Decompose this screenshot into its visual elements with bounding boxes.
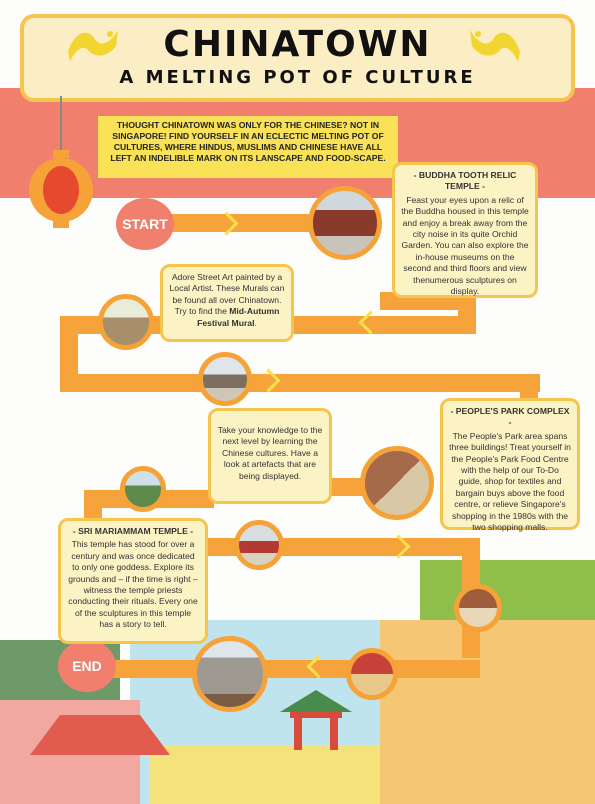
peoples-park-title: - PEOPLE'S PARK COMPLEX -: [450, 406, 570, 428]
peoples-park-complex-photo: [360, 446, 434, 520]
lantern-string: [60, 96, 62, 156]
pagoda-photo: [120, 466, 166, 512]
sri-mariamman-temple-photo: [192, 636, 268, 712]
background-building-right: [380, 620, 595, 804]
background-pagoda-roof: [30, 715, 170, 755]
page-title: CHINATOWN: [163, 24, 432, 65]
background-wall: [150, 745, 380, 804]
mural-body-end: .: [254, 317, 257, 328]
heritage-card: Take your knowledge to the next level by…: [208, 408, 332, 504]
heritage-centre-photo: [198, 352, 252, 406]
peoples-park-body: The People's Park area spans three build…: [449, 430, 571, 533]
start-badge: START: [116, 198, 174, 250]
mural-photo: [98, 294, 154, 350]
buddha-tooth-card: - BUDDHA TOOTH RELIC TEMPLE - Feast your…: [392, 162, 538, 298]
lantern-icon: [29, 150, 93, 228]
shophouse-photo: [454, 584, 502, 632]
buddha-tooth-temple-photo: [308, 186, 382, 260]
market-photo: [346, 648, 398, 700]
path-segment: [60, 374, 540, 392]
background-gate: [280, 690, 352, 750]
mural-body: Adore Street Art painted by a Local Arti…: [169, 272, 285, 317]
dragon-icon: [470, 30, 520, 62]
path-segment: [110, 660, 480, 678]
buddha-tooth-body: Feast your eyes upon a relic of the Budd…: [401, 194, 529, 297]
path-segment: [150, 214, 325, 232]
mural-highlight: Mid-Autumn Festival Mural: [197, 306, 280, 328]
mural-card: Adore Street Art painted by a Local Arti…: [160, 264, 294, 342]
page-subtitle: A MELTING POT OF CULTURE: [119, 67, 476, 88]
heritage-body: Take your knowledge to the next level by…: [217, 425, 323, 481]
mariamman-body: This temple has stood for over a century…: [68, 539, 198, 630]
peoples-park-card: - PEOPLE'S PARK COMPLEX - The People's P…: [440, 398, 580, 532]
background-green-block: [420, 560, 595, 620]
dragon-icon: [68, 30, 118, 62]
mariamman-card: - SRI MARIAMMAM TEMPLE - This temple has…: [58, 518, 208, 644]
intro-text: Thought Chinatown was only for the Chine…: [98, 116, 398, 178]
end-badge: END: [58, 640, 116, 692]
path-segment: [60, 316, 78, 384]
street-shop-photo: [234, 520, 284, 570]
mariamman-title: - SRI MARIAMMAM TEMPLE -: [72, 526, 194, 536]
buddha-tooth-title: - BUDDHA TOOTH RELIC TEMPLE -: [413, 170, 517, 192]
title-banner: CHINATOWN A MELTING POT OF CULTURE: [20, 14, 575, 102]
